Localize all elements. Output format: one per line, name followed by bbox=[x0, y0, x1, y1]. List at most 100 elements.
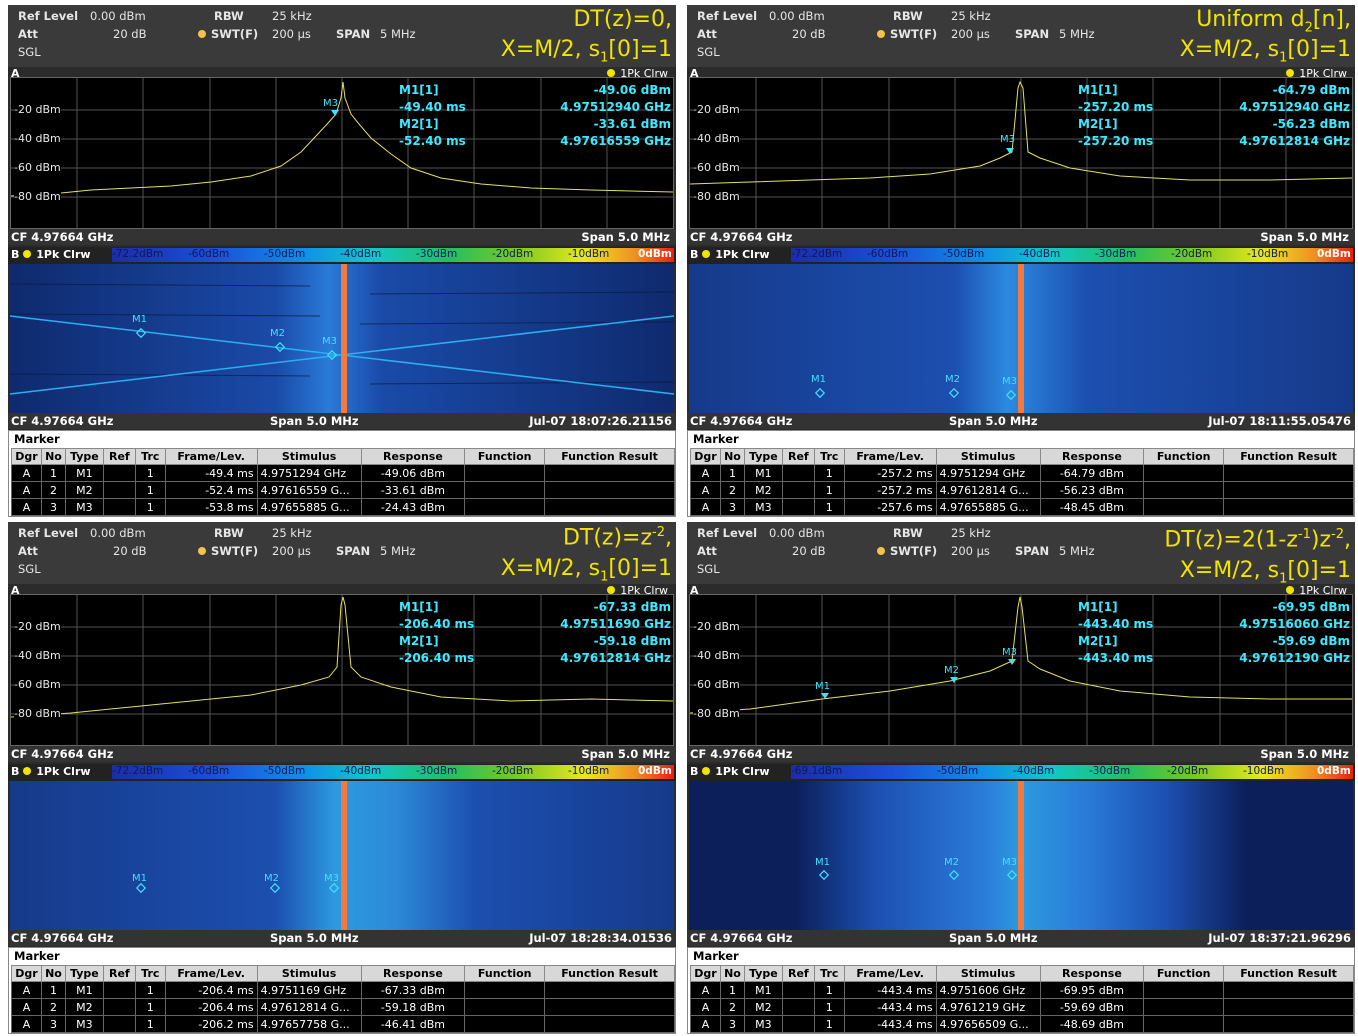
spectrogram-marker-m2[interactable]: M2 bbox=[944, 857, 959, 868]
table-row[interactable]: A 2 M2 1 -52.4 ms 4.97616559 G... -33.61 dBm bbox=[11, 481, 675, 499]
spectrum-marker-m3[interactable]: M3 bbox=[1002, 647, 1017, 658]
spectrum-plot[interactable]: M3 -20 dBm -40 dBm -60 dBm -80 dBm M1[1]… bbox=[689, 77, 1353, 229]
column-header[interactable]: Ref bbox=[781, 965, 815, 982]
trace-indicator-icon bbox=[702, 250, 711, 258]
trace-indicator-icon bbox=[1286, 69, 1295, 77]
column-header[interactable]: Response bbox=[1039, 448, 1145, 465]
column-header[interactable]: Type bbox=[64, 448, 104, 465]
center-frequency: CF 4.97664 GHz bbox=[690, 931, 793, 945]
spectrum-marker-m2[interactable]: M2 bbox=[944, 665, 959, 676]
column-header[interactable]: Ref bbox=[102, 965, 136, 982]
color-scale-label: -40dBm bbox=[340, 765, 382, 777]
spectrogram-plot[interactable]: M1 M2 M3 bbox=[10, 264, 674, 413]
table-row[interactable]: A 2 M2 1 -257.2 ms 4.97612814 G... -56.23 dBm bbox=[690, 481, 1354, 499]
column-header[interactable]: Function Result bbox=[544, 448, 675, 465]
column-header[interactable]: Function Result bbox=[1223, 448, 1354, 465]
spectrogram-marker-m1[interactable]: M1 bbox=[132, 314, 147, 325]
table-row[interactable]: A 1 M1 1 -257.2 ms 4.9751294 GHz -64.79 dBm bbox=[690, 464, 1354, 482]
table-row[interactable]: A 3 M3 1 -53.8 ms 4.97655885 G... -24.43 dBm bbox=[11, 498, 675, 516]
column-header[interactable]: Function Result bbox=[544, 965, 675, 982]
column-header[interactable]: Response bbox=[1039, 965, 1145, 982]
spectrogram-marker-m1[interactable]: M1 bbox=[132, 873, 147, 884]
span-readout: Span 5.0 MHz bbox=[270, 931, 359, 945]
spectrogram-marker-m3[interactable]: M3 bbox=[324, 873, 339, 884]
column-header[interactable]: Function bbox=[1143, 448, 1225, 465]
spectrum-marker-m3[interactable]: M3 bbox=[323, 98, 338, 109]
column-header[interactable]: Dgr bbox=[11, 965, 42, 982]
column-header[interactable]: Function bbox=[464, 448, 546, 465]
spectrogram-marker-m3[interactable]: M3 bbox=[1002, 376, 1017, 387]
spectrum-plot[interactable]: M3 -20 dBm -40 dBm -60 dBm -80 dBm M1[1]… bbox=[10, 77, 674, 229]
table-row[interactable]: A 1 M1 1 -443.4 ms 4.9751606 GHz -69.95 dBm bbox=[690, 981, 1354, 999]
y-axis-label: -20 dBm bbox=[693, 103, 740, 116]
column-header[interactable]: Dgr bbox=[690, 965, 721, 982]
column-header[interactable]: Function bbox=[464, 965, 546, 982]
spectrogram-marker-m2[interactable]: M2 bbox=[264, 873, 279, 884]
table-row[interactable]: A 3 M3 1 -206.2 ms 4.97657758 G... -46.41 dBm bbox=[11, 1015, 675, 1033]
spectrum-plot[interactable]: -20 dBm -40 dBm -60 dBm -80 dBm M1[1] -2… bbox=[10, 594, 674, 746]
column-header[interactable]: Frame/Lev. bbox=[164, 965, 258, 982]
column-header[interactable]: Ref bbox=[102, 448, 136, 465]
column-header[interactable]: No bbox=[719, 965, 745, 982]
carrier-line bbox=[341, 264, 347, 413]
span-readout: Span 5.0 MHz bbox=[270, 414, 359, 428]
span-readout: Span 5.0 MHz bbox=[949, 931, 1038, 945]
trace-mode-label: 1Pk Clrw bbox=[1286, 584, 1347, 597]
spectrogram-plot[interactable]: M1 M2 M3 bbox=[689, 781, 1353, 930]
table-row[interactable]: A 3 M3 1 -443.4 ms 4.97656509 G... -48.69 dBm bbox=[690, 1015, 1354, 1033]
spectrogram-marker-m1[interactable]: M1 bbox=[811, 374, 826, 385]
rbw-label: RBW bbox=[214, 9, 244, 23]
table-row[interactable]: A 3 M3 1 -257.6 ms 4.97655885 G... -48.45 dBm bbox=[690, 498, 1354, 516]
spectrogram-marker-m3[interactable]: M3 bbox=[322, 336, 337, 347]
column-header[interactable]: Stimulus bbox=[256, 965, 362, 982]
trace-indicator-icon bbox=[23, 250, 32, 258]
table-header-row: Dgr No Type Ref Trc Frame/Lev. Stimulus … bbox=[690, 448, 1354, 465]
column-header[interactable]: Frame/Lev. bbox=[843, 965, 937, 982]
column-header[interactable]: Dgr bbox=[690, 448, 721, 465]
column-header[interactable]: Frame/Lev. bbox=[164, 448, 258, 465]
ref-level-label: Ref Level bbox=[18, 526, 79, 540]
spectrum-plot[interactable]: M1 M2 M3 -20 dBm -40 dBm -60 dBm -80 dBm… bbox=[689, 594, 1353, 746]
center-frequency: CF 4.97664 GHz bbox=[690, 414, 793, 428]
column-header[interactable]: Response bbox=[360, 448, 466, 465]
att-value: 20 dB bbox=[113, 544, 147, 558]
spectrogram-plot[interactable]: M1 M2 M3 bbox=[689, 264, 1353, 413]
column-header[interactable]: Dgr bbox=[11, 448, 42, 465]
analyzer-panel-uniform-d2: Ref Level 0.00 dBm Att 20 dB SGL RBW 25 … bbox=[687, 5, 1355, 517]
column-header[interactable]: Stimulus bbox=[935, 448, 1041, 465]
column-header[interactable]: Stimulus bbox=[256, 448, 362, 465]
column-header[interactable]: Type bbox=[743, 448, 783, 465]
spectrogram-marker-m3[interactable]: M3 bbox=[1002, 857, 1017, 868]
column-header[interactable]: No bbox=[719, 448, 745, 465]
spectrum-marker-m1[interactable]: M1 bbox=[815, 681, 830, 692]
column-header[interactable]: Frame/Lev. bbox=[843, 448, 937, 465]
column-header[interactable]: Function bbox=[1143, 965, 1225, 982]
table-row[interactable]: A 2 M2 1 -206.4 ms 4.97612814 G... -59.18 dBm bbox=[11, 998, 675, 1016]
column-header[interactable]: Trc bbox=[134, 448, 166, 465]
spectrogram-marker-m1[interactable]: M1 bbox=[815, 857, 830, 868]
table-row[interactable]: A 2 M2 1 -443.4 ms 4.9761219 GHz -59.69 dBm bbox=[690, 998, 1354, 1016]
table-row[interactable]: A 1 M1 1 -49.4 ms 4.9751294 GHz -49.06 dBm bbox=[11, 464, 675, 482]
spectrogram-marker-m2[interactable]: M2 bbox=[945, 374, 960, 385]
column-header[interactable]: No bbox=[40, 965, 66, 982]
color-scale-label: -30dBm bbox=[1089, 765, 1131, 777]
window-a-label: A bbox=[11, 67, 20, 80]
table-header-row: Dgr No Type Ref Trc Frame/Lev. Stimulus … bbox=[690, 965, 1354, 982]
column-header[interactable]: Function Result bbox=[1223, 965, 1354, 982]
analyzer-panel-dt-zero: Ref Level 0.00 dBm Att 20 dB SGL RBW 25 … bbox=[8, 5, 676, 517]
column-header[interactable]: Trc bbox=[813, 448, 845, 465]
table-row[interactable]: A 1 M1 1 -206.4 ms 4.9751169 GHz -67.33 dBm bbox=[11, 981, 675, 999]
spectrogram-marker-m2[interactable]: M2 bbox=[270, 328, 285, 339]
column-header[interactable]: Type bbox=[743, 965, 783, 982]
column-header[interactable]: Type bbox=[64, 965, 104, 982]
column-header[interactable]: Ref bbox=[781, 448, 815, 465]
spectrogram-plot[interactable]: M1 M2 M3 bbox=[10, 781, 674, 930]
column-header[interactable]: Response bbox=[360, 965, 466, 982]
marker-readout-m2-time: -206.40 ms bbox=[399, 651, 475, 665]
spectrum-marker-m3[interactable]: M3 bbox=[1000, 134, 1015, 145]
column-header[interactable]: Trc bbox=[134, 965, 166, 982]
column-header[interactable]: No bbox=[40, 448, 66, 465]
column-header[interactable]: Stimulus bbox=[935, 965, 1041, 982]
column-header[interactable]: Trc bbox=[813, 965, 845, 982]
color-scale-label: 0dBm bbox=[1317, 765, 1351, 777]
